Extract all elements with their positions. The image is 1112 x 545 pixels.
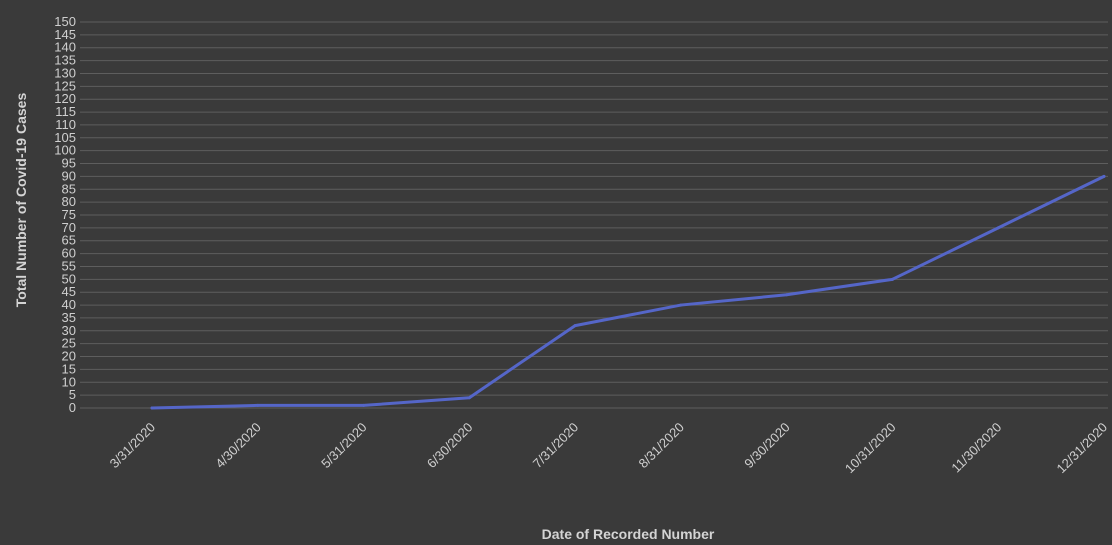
y-tick-label: 125 bbox=[54, 78, 76, 93]
x-tick-label: 8/31/2020 bbox=[636, 420, 688, 472]
y-tick-label: 35 bbox=[62, 310, 76, 325]
y-tick-label: 100 bbox=[54, 143, 76, 158]
data-point bbox=[256, 403, 260, 407]
data-point bbox=[679, 303, 683, 307]
x-tick-label: 10/31/2020 bbox=[842, 420, 899, 477]
y-tick-label: 150 bbox=[54, 14, 76, 29]
y-tick-label: 65 bbox=[62, 233, 76, 248]
x-tick-label: 11/30/2020 bbox=[948, 420, 1004, 476]
data-point bbox=[890, 277, 894, 281]
y-tick-label: 110 bbox=[55, 117, 76, 132]
x-tick-label: 4/30/2020 bbox=[212, 420, 264, 472]
y-tick-label: 0 bbox=[69, 400, 76, 415]
data-point bbox=[996, 226, 1000, 230]
x-tick-label: 5/31/2020 bbox=[318, 420, 370, 472]
y-tick-label: 120 bbox=[54, 91, 76, 106]
y-tick-label: 45 bbox=[62, 284, 76, 299]
y-tick-label: 30 bbox=[62, 323, 76, 338]
y-axis-title: Total Number of Covid-19 Cases bbox=[13, 93, 29, 308]
y-tick-label: 95 bbox=[62, 156, 76, 171]
y-axis-ticks: 0510152025303540455055606570758085909510… bbox=[54, 14, 76, 415]
y-tick-label: 75 bbox=[62, 207, 76, 222]
y-tick-label: 130 bbox=[54, 65, 76, 80]
x-axis-ticks: 3/31/2020 4/30/2020 5/31/2020 6/30/2020 7/31… bbox=[107, 420, 1111, 477]
data-point bbox=[573, 324, 577, 328]
y-tick-label: 40 bbox=[62, 297, 76, 312]
series-layer bbox=[150, 174, 1106, 410]
x-tick-label: 3/31/2020 bbox=[107, 420, 159, 472]
data-point bbox=[150, 406, 154, 410]
y-tick-label: 70 bbox=[62, 220, 76, 235]
y-tick-label: 10 bbox=[62, 374, 76, 389]
y-tick-label: 5 bbox=[69, 387, 76, 402]
y-tick-label: 140 bbox=[54, 40, 76, 55]
gridlines bbox=[80, 21, 1108, 409]
y-tick-label: 115 bbox=[55, 104, 76, 119]
x-tick-label: 9/30/2020 bbox=[741, 420, 793, 472]
y-tick-label: 15 bbox=[62, 361, 76, 376]
y-tick-label: 25 bbox=[62, 336, 76, 351]
x-tick-label: 12/31/2020 bbox=[1053, 420, 1110, 477]
y-tick-label: 55 bbox=[62, 258, 76, 273]
y-tick-label: 90 bbox=[62, 168, 76, 183]
y-tick-label: 105 bbox=[54, 130, 76, 145]
y-tick-label: 85 bbox=[62, 181, 76, 196]
data-point bbox=[785, 293, 789, 297]
y-tick-label: 80 bbox=[62, 194, 76, 209]
x-tick-label: 7/31/2020 bbox=[530, 420, 582, 472]
y-tick-label: 20 bbox=[62, 349, 76, 364]
y-tick-label: 135 bbox=[54, 53, 76, 68]
data-point bbox=[467, 396, 471, 400]
y-tick-label: 50 bbox=[62, 271, 76, 286]
series-line bbox=[150, 174, 1106, 410]
y-tick-label: 60 bbox=[62, 246, 76, 261]
x-tick-label: 6/30/2020 bbox=[424, 420, 476, 472]
y-tick-label: 145 bbox=[54, 27, 76, 42]
data-point bbox=[1102, 174, 1106, 178]
x-axis-title: Date of Recorded Number bbox=[542, 526, 715, 542]
data-point bbox=[362, 403, 366, 407]
